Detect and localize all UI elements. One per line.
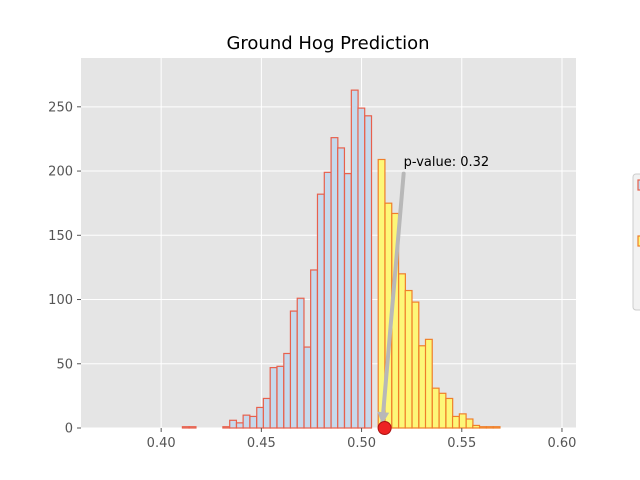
- y-tick-label: 0: [65, 422, 73, 437]
- histogram-bar: [418, 345, 427, 429]
- histogram-bar: [404, 289, 413, 429]
- histogram-bar: [398, 273, 406, 429]
- histogram-bar: [438, 392, 447, 429]
- histogram-bar: [276, 365, 285, 429]
- histogram-bar: [269, 367, 278, 429]
- histogram-bar: [188, 426, 197, 429]
- y-tick-label: 150: [48, 229, 73, 244]
- chart-title: Ground Hog Prediction: [226, 33, 429, 54]
- histogram-bar: [364, 115, 373, 429]
- histogram-bar: [330, 137, 339, 429]
- histogram-bar: [411, 301, 420, 429]
- annotation-arrow-head: [377, 411, 390, 425]
- bars-group: [181, 89, 501, 429]
- histogram-bar: [445, 397, 454, 429]
- histogram-bar: [424, 338, 433, 429]
- histogram-bar: [323, 171, 332, 429]
- histogram-bar: [242, 414, 251, 429]
- y-tick-label: 50: [56, 357, 73, 372]
- histogram-bar: [256, 406, 265, 429]
- legend-swatch: [637, 179, 640, 191]
- y-tick-label: 100: [48, 293, 73, 308]
- histogram-bar: [343, 173, 352, 429]
- histogram-bar: [262, 397, 271, 429]
- histogram-bar: [296, 297, 305, 429]
- annotation-arrow: [380, 171, 406, 427]
- histogram-bar: [492, 426, 501, 429]
- marks-group: [377, 171, 406, 435]
- histogram-bar: [229, 419, 238, 429]
- histogram-bar: [310, 269, 318, 429]
- x-tick-label: 0.45: [247, 436, 276, 451]
- histogram-bar: [303, 346, 312, 429]
- x-tick-label: 0.55: [447, 436, 476, 451]
- y-tick-label: 250: [48, 100, 73, 115]
- histogram-bar: [357, 107, 366, 429]
- histogram-bar: [458, 413, 467, 429]
- histogram-bar: [472, 424, 481, 429]
- observed-value-marker: [377, 421, 392, 435]
- histogram-bar: [316, 193, 325, 429]
- histogram-bar: [289, 310, 298, 429]
- y-tick-label: 200: [48, 165, 73, 180]
- histogram-bar: [337, 147, 346, 429]
- x-tick-label: 0.40: [147, 436, 176, 451]
- histogram-bar: [283, 352, 292, 429]
- histogram-bar: [181, 426, 190, 429]
- histogram-bar: [485, 426, 494, 429]
- histogram-bar: [431, 387, 440, 429]
- ticks-group: 0.40 0.45 0.50 0.55 0.60 0 50 100 150 200 250: [48, 100, 576, 451]
- histogram-bar: [222, 426, 231, 429]
- legend: [632, 173, 640, 311]
- legend-box: [632, 173, 640, 311]
- histogram-bar: [451, 415, 460, 429]
- x-tick-label: 0.60: [547, 436, 576, 451]
- legend-swatch: [637, 235, 640, 247]
- p-value-annotation: p-value: 0.32: [404, 155, 490, 170]
- histogram-bar: [249, 415, 258, 429]
- histogram-bar: [465, 418, 474, 429]
- histogram-bar: [350, 89, 359, 429]
- histogram-bar: [479, 426, 487, 429]
- x-tick-label: 0.50: [347, 436, 376, 451]
- histogram-bar: [235, 422, 244, 429]
